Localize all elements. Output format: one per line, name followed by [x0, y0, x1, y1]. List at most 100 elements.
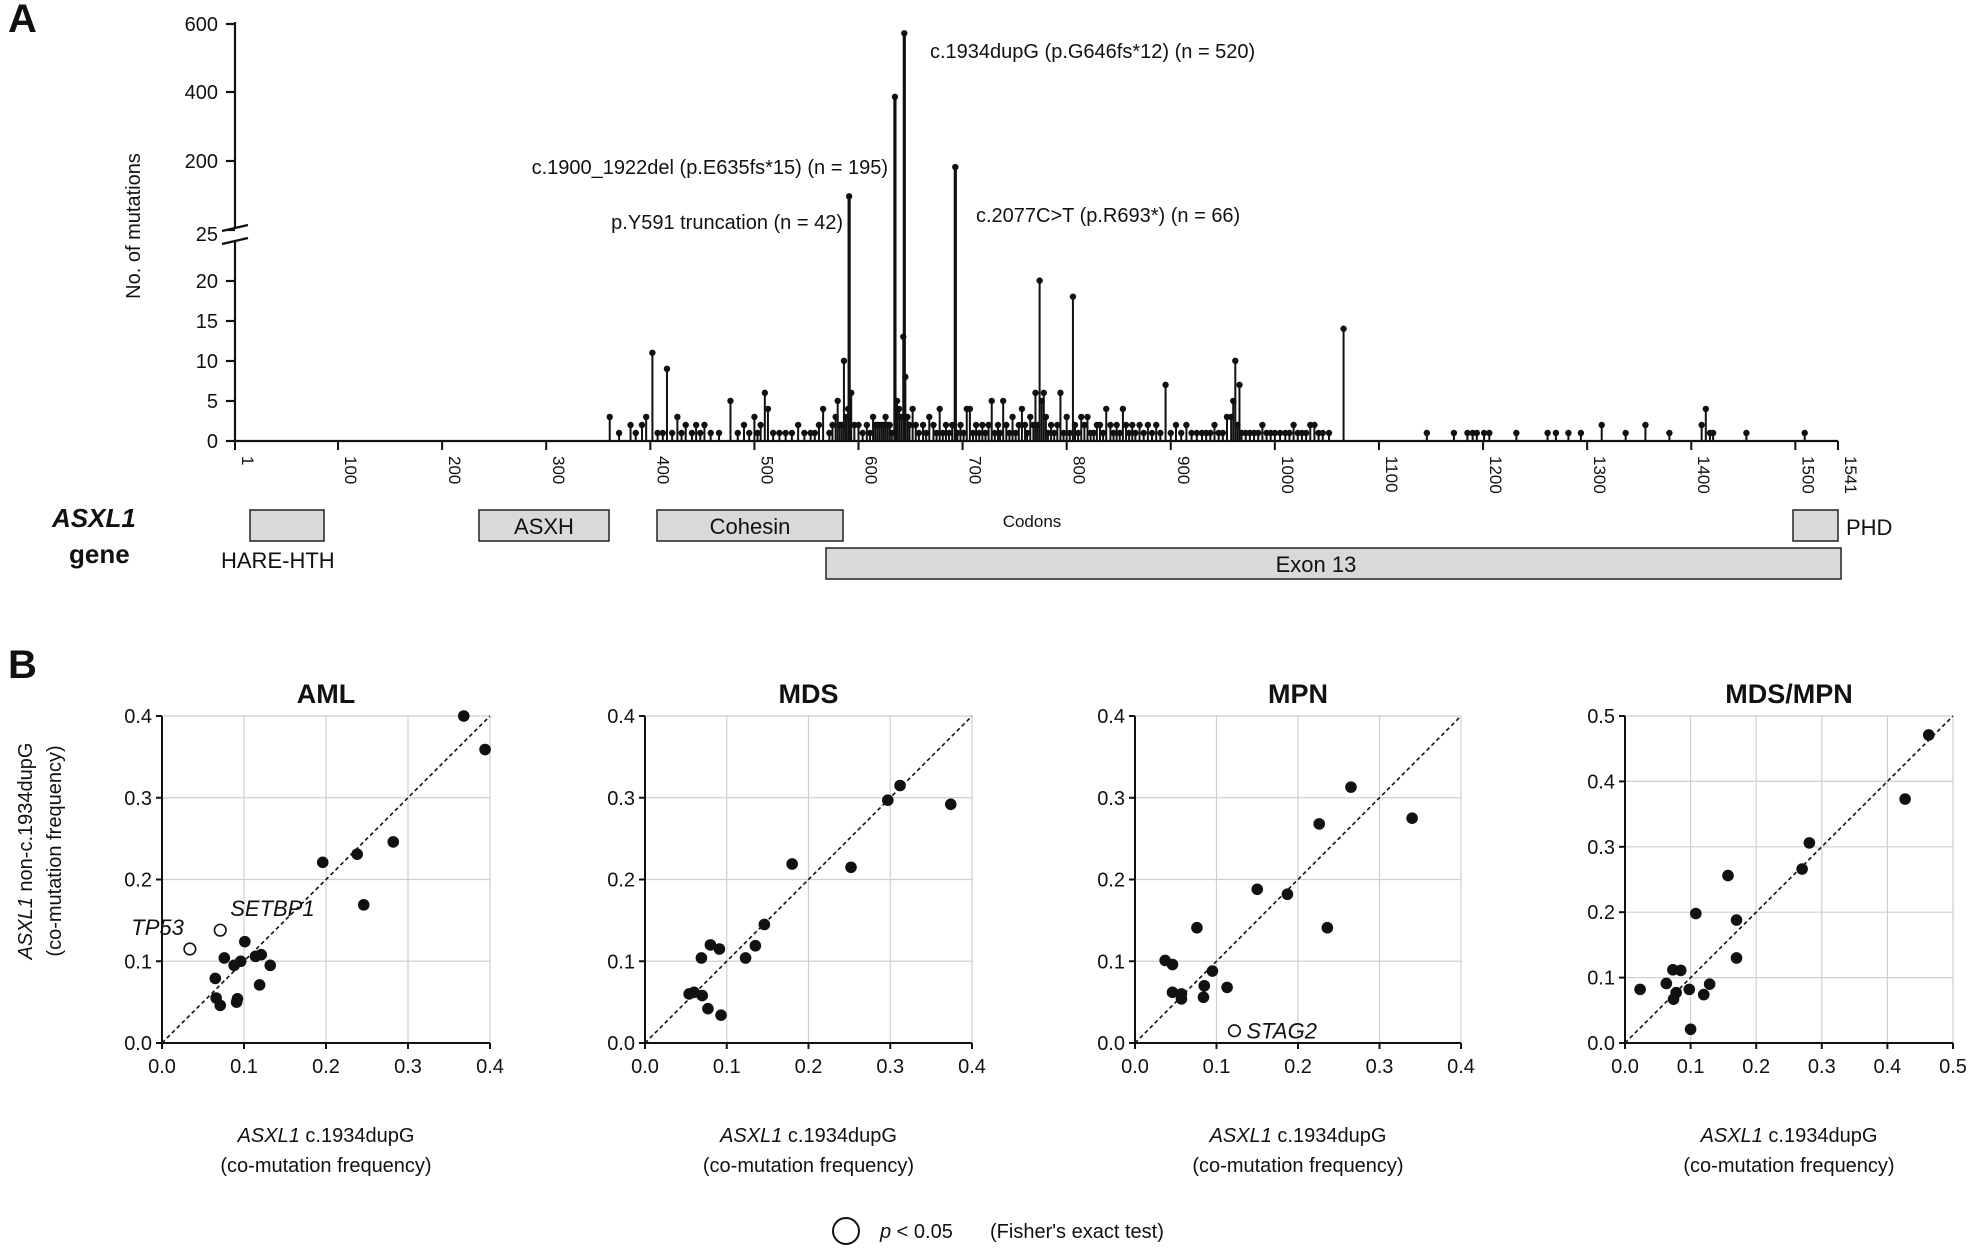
lollipop-head [1012, 429, 1019, 437]
legend: p < 0.05 (Fisher's exact test) [832, 1217, 1164, 1245]
lollipop-head [1172, 421, 1180, 429]
lollipop-head [632, 429, 639, 437]
x-tick-label: 0.2 [312, 1056, 340, 1078]
lollipop-head [1006, 429, 1013, 437]
legend-text: p < 0.05 [879, 1221, 953, 1243]
scatter-point [1251, 883, 1264, 896]
xlabel-gene: ASXL1 [237, 1125, 300, 1147]
lollipop-head [1110, 429, 1117, 437]
lollipop-head [1125, 429, 1133, 437]
gene-label: TP53 [131, 915, 184, 940]
lollipop-head [1081, 421, 1088, 429]
lollipop-head [1057, 389, 1064, 397]
scatter-point [387, 836, 400, 848]
domain-phd-box [1792, 509, 1839, 542]
annotation-dup: c.1934dupG (p.G646fs*12) (n = 520) [930, 41, 1255, 63]
gene-label: STAG2 [1246, 1019, 1317, 1044]
lollipop-head [1027, 413, 1034, 421]
lollipop-head [776, 429, 783, 437]
lollipop-head [988, 397, 995, 405]
xlabel-rest: c.1934dupG [782, 1125, 897, 1147]
lollipop-head [826, 429, 833, 437]
lollipop-head [829, 421, 836, 429]
domain-hare-label: HARE-HTH [221, 548, 335, 573]
lollipop-head [769, 429, 777, 437]
scatter-y-axis-label-line1: ASXL1 non-c.1934dupG [15, 743, 37, 961]
scatter-point [1730, 914, 1743, 926]
lollipop-head [952, 163, 959, 171]
xlabel-gene: ASXL1 [1209, 1125, 1272, 1147]
lollipop-head [1290, 421, 1297, 429]
lollipop-head [1107, 421, 1114, 429]
lollipop-head [834, 397, 841, 405]
x-tick-label: 0.1 [713, 1056, 741, 1078]
scatter-point [1730, 952, 1743, 964]
y-tick-label: 0.0 [124, 1033, 152, 1055]
lollipop-head [1207, 429, 1214, 437]
scatter-point [704, 939, 717, 951]
lollipop-head [886, 421, 893, 429]
scatter-point-significant [213, 923, 227, 937]
legend-test: (Fisher's exact test) [990, 1221, 1164, 1243]
scatter-point [1206, 965, 1219, 977]
x-tick-label: 0.4 [1873, 1056, 1901, 1078]
y-tick-label: 0.1 [1587, 968, 1615, 990]
scatter-point [944, 798, 957, 811]
lollipop-head [659, 429, 667, 437]
x-tick-label: 100 [341, 456, 360, 484]
x-tick-label: 0.3 [394, 1056, 422, 1078]
lollipop-head [1050, 429, 1058, 437]
scatter-point [881, 794, 894, 807]
lollipop-head [1099, 429, 1107, 437]
lollipop-head [915, 429, 923, 437]
lollipop-head [757, 421, 764, 429]
y-tick-label: 0.4 [607, 706, 635, 728]
lollipop-head [1801, 429, 1808, 437]
scatter-point [1674, 964, 1687, 977]
lollipop-head [1036, 277, 1043, 284]
lollipop-head [1015, 421, 1023, 429]
lollipop-head [754, 429, 761, 437]
lollipop-y-axis-label: No. of mutations [123, 153, 145, 299]
scatter-title: AML [297, 679, 355, 709]
scatter-point [1703, 978, 1716, 990]
x-tick-label: 0.2 [795, 1056, 823, 1078]
lollipop-head [1642, 421, 1649, 429]
annotation-y591: p.Y591 truncation (n = 42) [611, 212, 843, 234]
lollipop-head [815, 421, 823, 429]
scatter-point [253, 979, 266, 991]
y-tick-label: 200 [185, 151, 218, 173]
y-tick-label: 400 [185, 82, 218, 104]
scatter-x-axis-label-line1: ASXL1 c.1934dupG [719, 1125, 897, 1147]
lollipop-head [751, 413, 758, 421]
lollipop-head [701, 421, 708, 429]
lollipop-head [801, 429, 808, 437]
scatter-title: MDS/MPN [1725, 679, 1853, 709]
y-tick-label: 0.4 [1097, 706, 1125, 728]
scatter-point [1166, 958, 1179, 971]
lollipop-head [1148, 429, 1156, 437]
lollipop-annotations: c.1934dupG (p.G646fs*12) (n = 520) c.190… [532, 41, 1256, 234]
scatter-point [1166, 986, 1179, 999]
y-tick-label: 0.1 [124, 951, 152, 973]
lollipop-head [869, 413, 877, 421]
ylabel-rest: non-c.1934dupG [15, 743, 37, 898]
x-tick-label: 0.4 [476, 1056, 504, 1078]
lollipop-head [1219, 429, 1227, 437]
gene-domains [249, 509, 1842, 580]
lollipop-head [1188, 429, 1195, 437]
lollipop-head [966, 405, 974, 413]
x-tick-label: 1 [238, 456, 257, 465]
scatter-point [351, 848, 363, 860]
xlabel-gene: ASXL1 [1700, 1125, 1763, 1147]
lollipop-head [1074, 429, 1082, 437]
scatter-point-significant [183, 942, 197, 956]
lollipop-head [668, 429, 676, 437]
lollipop-head [761, 389, 769, 397]
x-tick-label: 0.0 [1121, 1056, 1149, 1078]
scatter-point [1221, 981, 1233, 994]
lollipop-head [1340, 325, 1347, 332]
xlabel-gene: ASXL1 [719, 1125, 782, 1147]
lollipop-head [845, 193, 853, 200]
lollipop-head [1622, 429, 1629, 437]
